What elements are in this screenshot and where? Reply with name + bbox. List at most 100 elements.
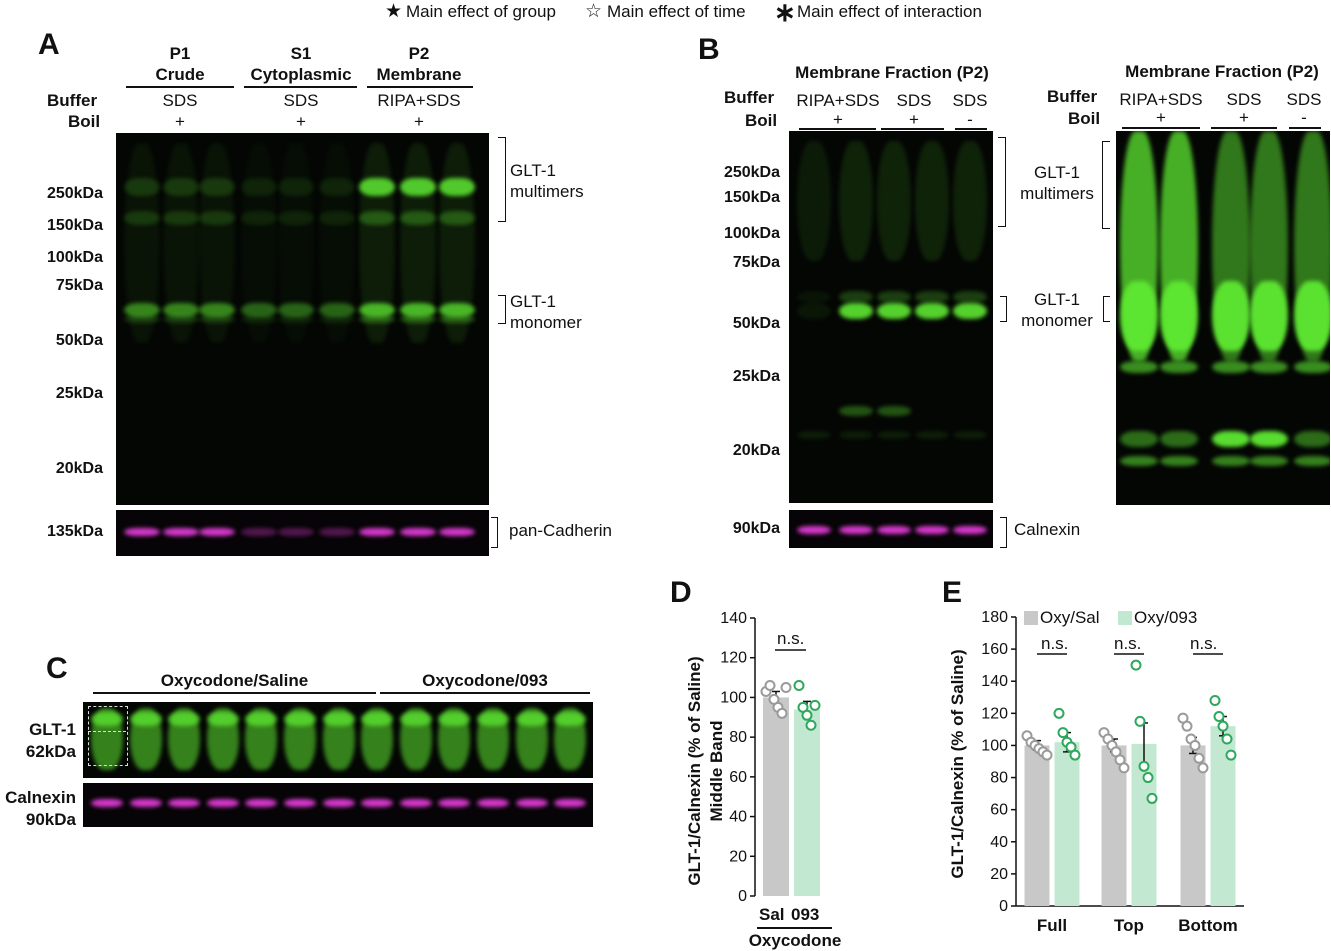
calnexin-band — [839, 526, 873, 534]
glt1-band — [322, 712, 355, 726]
data-point — [1057, 727, 1069, 739]
monomer-band — [1120, 281, 1158, 351]
panel-a-marker-150: 150kDa — [46, 217, 103, 234]
panel-e-cat-bottom: Bottom — [1178, 916, 1238, 935]
panel-d-cat-sal: Sal — [759, 905, 785, 924]
asterisk-icon: ∗ — [774, 0, 796, 27]
legend-label-sal: Oxy/Sal — [1040, 608, 1100, 627]
glt1-band — [129, 712, 162, 726]
data-point — [793, 680, 805, 692]
data-point — [1189, 739, 1201, 751]
panel-b-buffer-label-2: Buffer — [1047, 87, 1098, 106]
panel-c-group-saline-rule — [93, 692, 376, 694]
band — [953, 291, 987, 303]
monomer-band — [199, 303, 235, 317]
y-tick-label: 40 — [729, 809, 747, 826]
monomer-band — [1212, 281, 1250, 351]
panel-c-row-glt1: GLT-1 62kDa — [25, 720, 76, 761]
panel-a-fraction-1-sub: Crude — [155, 65, 205, 84]
panel-e-ns-top: n.s. — [1114, 634, 1142, 653]
panel-c-glt1-blot — [83, 702, 593, 778]
panel-b-boil-2a: + — [1156, 108, 1166, 127]
monomer-band — [278, 303, 314, 317]
panel-a-marker-250: 250kDa — [46, 185, 103, 202]
band — [877, 291, 911, 303]
glt1-band — [245, 712, 278, 726]
calnexin-band — [953, 526, 987, 534]
panel-a-loading-bracket — [491, 517, 498, 548]
calnexin-band — [438, 799, 471, 807]
band — [839, 406, 873, 416]
panel-b-glt1-blot-low — [789, 131, 993, 503]
band — [1294, 361, 1330, 373]
band — [1120, 456, 1158, 466]
panel-b-marker-100: 100kDa — [723, 225, 780, 242]
monomer-band — [915, 303, 949, 319]
panel-c-group-093-rule — [380, 692, 590, 694]
bar-093 — [794, 709, 820, 896]
panel-c-letter: C — [46, 652, 68, 685]
panel-b-buffer-1a: RIPA+SDS — [796, 91, 880, 110]
panel-d-cat-093: 093 — [791, 905, 820, 924]
band — [1212, 361, 1250, 373]
calnexin-band — [322, 799, 355, 807]
calnexin-band — [168, 799, 201, 807]
panel-b-boil-label-1: Boil — [745, 111, 778, 130]
monomer-band — [439, 303, 475, 317]
panel-a-monomer-bracket — [498, 295, 506, 324]
glt1-band — [91, 712, 123, 726]
multimer-band — [199, 178, 235, 196]
multimer-band — [439, 178, 475, 196]
panel-a-letter: A — [38, 28, 60, 61]
legend-interaction-text: Main effect of interaction — [797, 2, 982, 21]
band — [1160, 456, 1198, 466]
y-tick-label: 100 — [981, 737, 1008, 754]
panel-a-boil-2: + — [296, 112, 306, 131]
y-tick-label: 60 — [729, 769, 747, 786]
y-tick-label: 100 — [720, 689, 747, 706]
monomer-band — [839, 303, 873, 319]
panel-b-monomer-bracket-right — [1000, 296, 1007, 322]
multimer-band — [163, 178, 199, 196]
calnexin-band — [399, 799, 432, 807]
data-point — [1130, 659, 1142, 671]
panel-d-letter: D — [670, 576, 692, 609]
monomer-band — [1250, 281, 1288, 351]
data-point — [1041, 749, 1053, 761]
data-point — [805, 719, 817, 731]
filled-star-icon: ★ — [385, 1, 403, 22]
panel-b-multimer-bracket-left — [1102, 141, 1110, 229]
panel-b-marker-20: 20kDa — [732, 442, 780, 459]
y-tick-label: 80 — [990, 770, 1008, 787]
glt1-band — [477, 712, 509, 726]
panel-a-boil-3: + — [414, 112, 424, 131]
band — [839, 431, 873, 439]
panel-b-buffer-1c: SDS — [952, 91, 988, 110]
band — [839, 291, 873, 303]
panel-e-ns-bottom: n.s. — [1190, 634, 1218, 653]
panel-b-marker-90: 90kDa — [732, 520, 780, 537]
panel-a-boil-label: Boil — [68, 112, 101, 131]
panel-e-cat-top: Top — [1114, 916, 1144, 935]
multimer-band — [124, 211, 160, 225]
y-tick-label: 160 — [981, 641, 1008, 658]
panel-a-cadherin-blot — [116, 510, 489, 556]
panel-a-fraction-1-rule — [126, 86, 234, 88]
panel-a-monomer-label: GLT-1 monomer — [510, 292, 582, 332]
band — [1212, 431, 1250, 447]
cadherin-band — [241, 528, 277, 536]
bar-Oxy/093-Full — [1054, 742, 1080, 906]
calnexin-band — [554, 799, 587, 807]
panel-d-xgroup: Oxycodone — [748, 931, 842, 950]
panel-b-calnexin-blot — [789, 510, 993, 548]
panel-d-ns: n.s. — [777, 629, 805, 648]
data-point — [1217, 720, 1229, 732]
panel-a-glt1-blot — [116, 133, 489, 505]
cadherin-band — [439, 528, 475, 536]
calnexin-band — [91, 799, 123, 807]
lane-smear — [797, 141, 831, 261]
y-tick-label: 180 — [981, 609, 1008, 626]
multimer-band — [319, 211, 355, 225]
legend-time-text: Main effect of time — [607, 2, 746, 21]
monomer-band — [319, 303, 355, 317]
